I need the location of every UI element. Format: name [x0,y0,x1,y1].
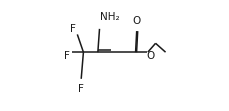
Text: F: F [64,51,70,60]
Text: F: F [78,84,84,94]
Text: O: O [147,51,155,60]
Text: O: O [132,16,140,26]
Text: F: F [70,24,76,34]
Text: NH₂: NH₂ [100,12,119,22]
